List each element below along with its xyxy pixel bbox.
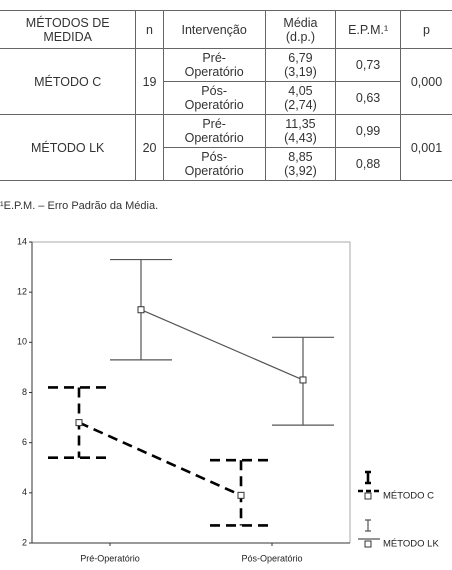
header-cell: p	[400, 10, 452, 49]
footnote: ¹E.P.M. – Erro Padrão da Média.	[0, 200, 159, 212]
n: 20	[135, 114, 164, 181]
sem: 0,88	[335, 147, 401, 181]
header-text: MÉTODOS DE MEDIDA	[25, 15, 110, 44]
mean-text: 8,85 (3,92)	[284, 150, 317, 178]
header-text: Média (d.p.)	[283, 15, 318, 44]
error-bar	[48, 386, 110, 460]
intervention: Pré-Operatório	[162, 114, 266, 148]
sem: 0,73	[335, 48, 401, 82]
point-marker	[299, 376, 307, 384]
mean: 6,79 (3,19)	[264, 48, 337, 82]
legend-errorbar	[365, 470, 371, 485]
y-tick-label: 12	[17, 287, 27, 297]
legend-marker	[364, 540, 372, 548]
intervention-text: Pré-Operatório	[184, 117, 244, 145]
intervention: Pós-Operatório	[163, 147, 266, 181]
legend-errorbar	[365, 519, 371, 532]
mean: 8,85 (3,92)	[264, 147, 337, 181]
point-marker	[75, 419, 83, 427]
mean: 11,35 (4,43)	[264, 114, 337, 148]
intervention: Pré-Operatório	[162, 48, 266, 82]
mean: 4,05 (2,74)	[264, 81, 337, 115]
header-cell: MÉTODOS DE MEDIDA	[0, 10, 137, 49]
intervention-text: Pós-Operatório	[184, 84, 244, 112]
intervention: Pós-Operatório	[163, 81, 266, 115]
y-tick-label: 2	[22, 537, 27, 547]
x-tick-label: Pós-Operatório	[241, 553, 302, 563]
intervention-text: Pós-Operatório	[184, 150, 244, 178]
intervention-text: Pré-Operatório	[184, 51, 244, 79]
point-marker	[137, 306, 145, 314]
mean-text: 4,05 (2,74)	[284, 84, 317, 112]
legend-marker	[364, 492, 372, 500]
series-line	[78, 421, 242, 497]
y-tick-label: 8	[22, 387, 27, 397]
row: MÉTODO C 19 Pré-Operatório 6,79 (3,19) 0…	[0, 48, 452, 115]
series-line	[140, 309, 304, 381]
method: MÉTODO C	[0, 48, 137, 115]
plot-frame	[32, 241, 351, 543]
mean-text: 11,35 (4,43)	[284, 117, 317, 145]
header-cell: Intervenção	[162, 10, 266, 49]
n: 19	[135, 48, 164, 115]
p-value: 0,001	[400, 114, 452, 181]
y-tick-label: 6	[22, 437, 27, 447]
error-bar	[210, 458, 272, 527]
x-tick-label: Pré-Operatório	[80, 553, 140, 563]
y-tick-label: 14	[17, 236, 27, 246]
p-value: 0,000	[400, 48, 452, 115]
header-cell: Média (d.p.)	[264, 10, 337, 49]
header-cell: n	[135, 10, 164, 49]
mean-text: 6,79 (3,19)	[284, 51, 317, 79]
header-row: MÉTODOS DE MEDIDA n Intervenção Média (d…	[0, 10, 452, 49]
legend-label: MÉTODO LK	[383, 539, 439, 550]
header-cell: E.P.M.¹	[335, 10, 401, 49]
error-bar	[110, 258, 172, 361]
point-marker	[237, 491, 245, 499]
sem: 0,63	[335, 81, 401, 115]
results-table: MÉTODOS DE MEDIDA n Intervenção Média (d…	[0, 10, 452, 181]
row: Pós-Operatório 4,05 (2,74) 0,63	[0, 81, 452, 115]
method: MÉTODO LK	[0, 114, 137, 181]
sem: 0,99	[335, 114, 401, 148]
row: Pós-Operatório 8,85 (3,92) 0,88	[0, 147, 452, 181]
y-tick-label: 4	[22, 487, 27, 497]
row: MÉTODO LK 20 Pré-Operatório 11,35 (4,43)…	[0, 114, 452, 181]
y-tick-label: 10	[17, 337, 27, 347]
error-bar	[272, 336, 334, 426]
legend-label: MÉTODO C	[383, 491, 434, 502]
